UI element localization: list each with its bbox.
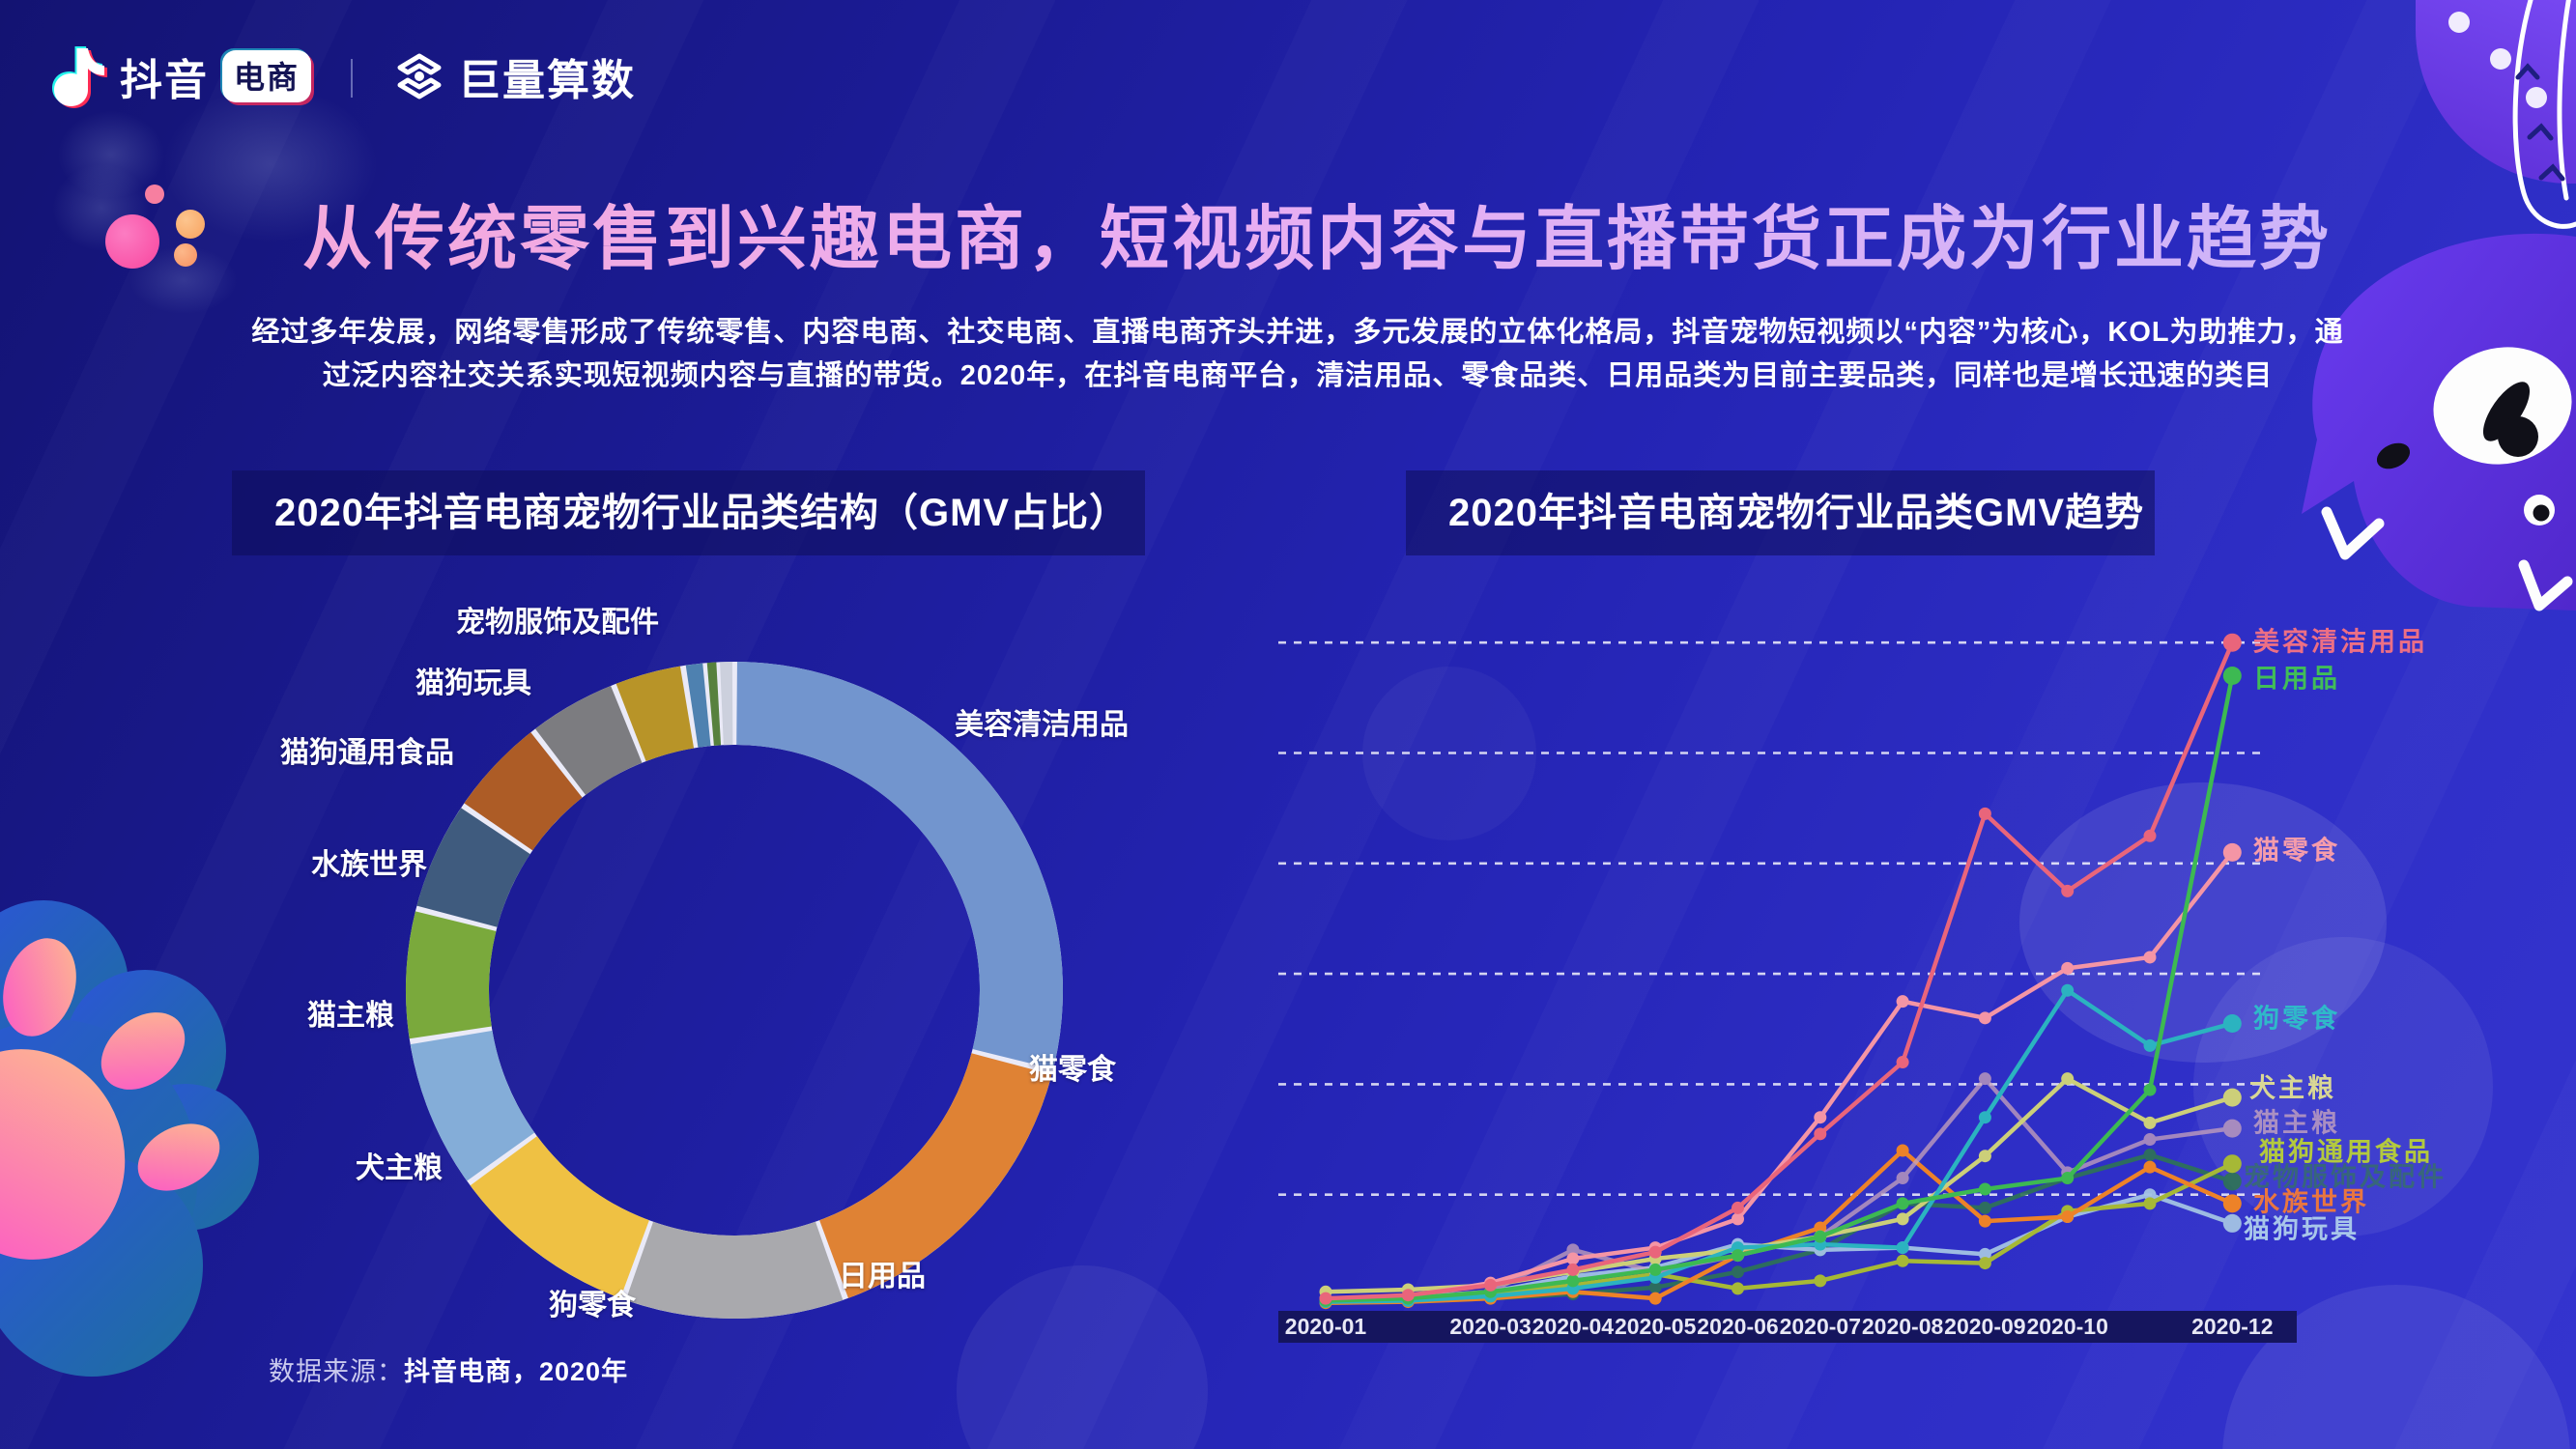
series-日用品	[1319, 666, 2242, 1307]
page-description: 经过多年发展，网络零售形成了传统零售、内容电商、社交电商、直播电商齐头并进，多元…	[174, 311, 2421, 398]
x-tick-2020-01: 2020-01	[1284, 1314, 1367, 1339]
background-highlight-circle	[2193, 937, 2493, 1236]
donut-chart	[406, 662, 1063, 1319]
legend-label-猫狗玩具: 猫狗玩具	[2244, 1214, 2360, 1244]
legend-label-犬主粮: 犬主粮	[2249, 1073, 2336, 1103]
cat-whisker	[2518, 559, 2573, 611]
donut-label-美容清洁用品: 美容清洁用品	[955, 709, 1129, 741]
source-prefix: 数据来源：	[269, 1357, 404, 1386]
donut-segment-猫狗通用食品	[464, 732, 583, 851]
cat-eye-right-pupil	[2533, 504, 2550, 522]
line-chart	[1278, 633, 2261, 1310]
donut-segment-美容清洁用品	[736, 662, 1063, 1069]
series-犬主粮	[1319, 1072, 2242, 1298]
legend-label-猫狗通用食品: 猫狗通用食品	[2259, 1137, 2433, 1167]
corner-paw-bean	[2526, 87, 2547, 108]
cat-whisker	[2321, 506, 2385, 560]
x-tick-2020-03: 2020-03	[1449, 1314, 1531, 1339]
series-猫狗通用食品	[1319, 1154, 2242, 1306]
donut-segment-猫零食	[819, 1053, 1052, 1298]
legend-label-宠物服饰及配件: 宠物服饰及配件	[2244, 1162, 2447, 1192]
x-tick-2020-07: 2020-07	[1779, 1314, 1861, 1339]
legend-label-美容清洁用品: 美容清洁用品	[2253, 627, 2427, 657]
title-bubble	[176, 210, 205, 239]
donut-label-猫零食: 猫零食	[1029, 1054, 1116, 1086]
tail-outline-decoration	[2512, 0, 2576, 229]
donut-label-猫主粮: 猫主粮	[307, 1000, 394, 1032]
paw-decoration	[0, 900, 259, 1377]
x-tick-2020-08: 2020-08	[1861, 1314, 1944, 1339]
cat-pupil	[2482, 382, 2531, 441]
x-axis-band: 2020-01 2020-03 2020-04 2020-05 2020-06 2020-…	[1278, 1311, 2297, 1343]
legend-label-猫主粮: 猫主粮	[2253, 1108, 2340, 1138]
series-美容清洁用品	[1319, 633, 2242, 1305]
donut-label-猫狗通用食品: 猫狗通用食品	[280, 737, 454, 769]
title-bubble	[105, 214, 159, 269]
donut-segment-minor	[720, 662, 733, 746]
donut-label-狗零食: 狗零食	[549, 1290, 636, 1321]
x-tick-2020-05: 2020-05	[1614, 1314, 1697, 1339]
description-line-2: 过泛内容社交关系实现短视频内容与直播的带货。2020年，在抖音电商平台，清洁用品…	[322, 360, 2274, 391]
donut-label-日用品: 日用品	[839, 1261, 926, 1293]
x-tick-2020-10: 2020-10	[2026, 1314, 2108, 1339]
x-tick-2020-12: 2020-12	[2191, 1314, 2274, 1339]
donut-segment-猫主粮	[406, 911, 497, 1039]
series-猫主粮	[1319, 1072, 2242, 1306]
donut-segment-猫狗玩具	[534, 685, 643, 795]
juliang-logo-icon	[397, 53, 442, 99]
x-tick-2020-06: 2020-06	[1697, 1314, 1779, 1339]
donut-panel-title: 2020年抖音电商宠物行业品类结构（GMV占比）	[232, 470, 1145, 555]
donut-label-宠物服饰及配件: 宠物服饰及配件	[456, 607, 659, 639]
page-title: 从传统零售到兴趣电商，短视频内容与直播带货正成为行业趋势	[126, 182, 2508, 283]
legend-label-水族世界: 水族世界	[2253, 1187, 2369, 1217]
x-tick-2020-04: 2020-04	[1531, 1314, 1615, 1339]
x-tick-2020-09: 2020-09	[1944, 1314, 2026, 1339]
donut-segment-minor	[706, 662, 722, 746]
donut-label-犬主粮: 犬主粮	[356, 1152, 443, 1184]
donut-segment-minor	[685, 663, 711, 748]
cat-pupil	[2498, 416, 2538, 457]
title-bubble	[145, 185, 164, 204]
background-blob	[58, 111, 164, 198]
donut-segment-水族世界	[416, 808, 530, 927]
legend-label-猫零食: 猫零食	[2253, 836, 2340, 866]
cat-eye-small	[2376, 442, 2411, 469]
cat-decoration	[2302, 233, 2576, 611]
title-bubble	[174, 243, 197, 267]
donut-label-猫狗玩具: 猫狗玩具	[415, 668, 531, 699]
series-猫零食	[1319, 842, 2242, 1306]
donut-segment-狗零食	[470, 1136, 649, 1298]
legend-label-日用品: 日用品	[2253, 664, 2340, 694]
line-panel-title: 2020年抖音电商宠物行业品类GMV趋势	[1406, 470, 2155, 555]
corner-paw-bean	[2490, 48, 2511, 70]
corner-paw-bean	[2448, 12, 2470, 33]
donut-segment-宠物服饰及配件	[615, 666, 695, 762]
donut-label-水族世界: 水族世界	[311, 849, 427, 881]
donut-segment-日用品	[625, 1221, 844, 1319]
logo-douyin-text: 抖音	[120, 57, 209, 104]
logo-row: 抖音 电商 ｜ 巨量算数	[52, 43, 637, 110]
logo-juliang-text: 巨量算数	[458, 57, 637, 104]
logo-separator: ｜	[332, 59, 372, 101]
source-value: 抖音电商，2020年	[404, 1357, 629, 1386]
source-note: 数据来源：抖音电商，2020年	[269, 1350, 628, 1388]
douyin-note-icon	[52, 46, 107, 108]
description-line-1: 经过多年发展，网络零售形成了传统零售、内容电商、社交电商、直播电商齐头并进，多元…	[251, 317, 2344, 348]
legend-label-狗零食: 狗零食	[2253, 1004, 2340, 1034]
logo-ec-badge: 电商	[222, 50, 312, 102]
donut-segment-犬主粮	[410, 1030, 535, 1181]
